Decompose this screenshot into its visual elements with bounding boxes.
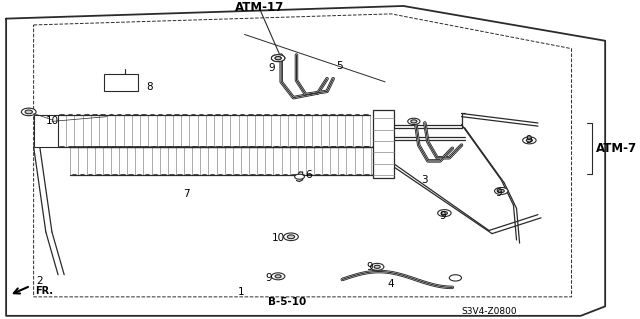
Text: 2: 2	[36, 276, 43, 286]
Circle shape	[21, 108, 36, 116]
Text: 9: 9	[495, 188, 502, 197]
Circle shape	[284, 233, 298, 241]
Text: S3V4-Z0800: S3V4-Z0800	[461, 307, 517, 315]
Circle shape	[495, 188, 508, 194]
Circle shape	[275, 56, 281, 60]
Text: 9: 9	[367, 262, 373, 272]
FancyBboxPatch shape	[34, 115, 58, 147]
Text: FR.: FR.	[35, 286, 53, 295]
Text: 9: 9	[525, 135, 532, 145]
Text: 10: 10	[45, 116, 58, 126]
Text: ATM-17: ATM-17	[235, 1, 284, 14]
FancyBboxPatch shape	[104, 74, 138, 91]
Circle shape	[523, 137, 536, 144]
Text: 9: 9	[440, 211, 447, 221]
Circle shape	[271, 55, 285, 62]
Text: 4: 4	[388, 279, 394, 289]
Text: ATM-7: ATM-7	[596, 142, 637, 155]
Text: B-5-10: B-5-10	[268, 297, 307, 307]
Circle shape	[275, 275, 281, 278]
Circle shape	[438, 210, 451, 217]
Text: 9: 9	[266, 273, 272, 283]
Circle shape	[294, 174, 305, 179]
Circle shape	[287, 235, 294, 239]
Circle shape	[25, 110, 33, 114]
Circle shape	[498, 189, 504, 193]
FancyBboxPatch shape	[373, 110, 394, 178]
Text: 8: 8	[147, 82, 153, 92]
Circle shape	[411, 120, 417, 123]
Circle shape	[442, 211, 447, 215]
Text: 5: 5	[336, 61, 342, 71]
Text: 9: 9	[269, 63, 275, 73]
Text: 7: 7	[183, 189, 189, 199]
Circle shape	[408, 118, 420, 124]
Circle shape	[271, 55, 285, 62]
Circle shape	[449, 275, 461, 281]
Circle shape	[271, 273, 285, 280]
Text: 10: 10	[271, 234, 285, 243]
Circle shape	[374, 265, 380, 268]
Text: 6: 6	[305, 170, 312, 180]
Circle shape	[526, 139, 532, 142]
Circle shape	[275, 56, 281, 60]
Text: 3: 3	[422, 175, 428, 185]
Circle shape	[371, 263, 384, 270]
Text: 1: 1	[238, 287, 244, 297]
